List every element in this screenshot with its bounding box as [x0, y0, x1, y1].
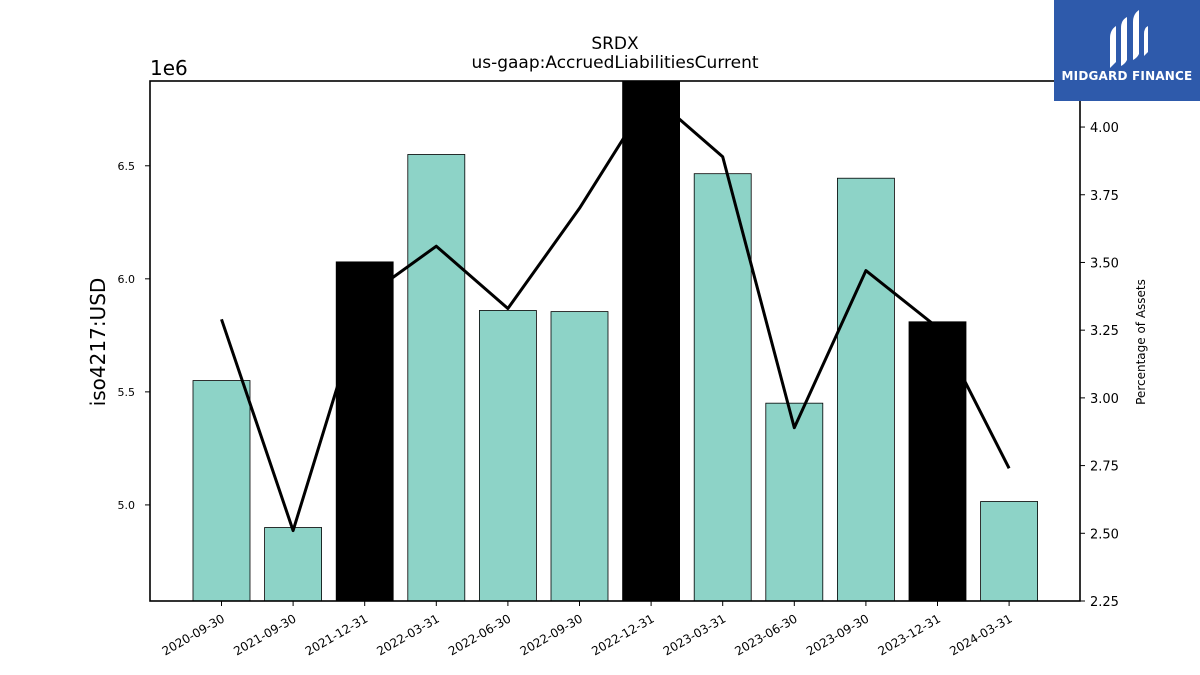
bar-2023-06-30 — [765, 402, 824, 602]
y2-axis-label: Percentage of Assets — [1134, 279, 1148, 405]
x-tick-label: 2020-09-30 — [160, 611, 227, 658]
y-tick-label: 5.5 — [118, 386, 136, 399]
x-tick-label: 2023-06-30 — [732, 611, 799, 658]
line-series — [220, 93, 1011, 533]
y2-tick-label: 4.00 — [1090, 121, 1119, 136]
bar-2020-09-30 — [192, 380, 251, 602]
x-tick-label: 2022-03-31 — [374, 611, 441, 658]
bar-2022-06-30 — [478, 310, 537, 602]
bar-2022-03-31 — [407, 154, 466, 602]
bar-2022-09-30 — [550, 311, 609, 602]
y-tick-label: 6.0 — [118, 273, 136, 286]
y2-tick-label: 3.00 — [1090, 392, 1119, 407]
plot-frame — [149, 80, 1081, 602]
chart-title: SRDX — [591, 34, 639, 54]
chart-subtitle: us-gaap:AccruedLiabilitiesCurrent — [471, 53, 758, 73]
bar-2023-03-31 — [693, 173, 752, 602]
x-tick-label: 2022-12-31 — [589, 611, 656, 658]
y2-tick-label: 2.50 — [1090, 527, 1119, 542]
x-tick-label: 2023-09-30 — [804, 611, 871, 658]
y2-tick-label: 3.25 — [1090, 324, 1119, 339]
y-tick-label: 5.0 — [118, 499, 136, 512]
x-tick-label: 2023-03-31 — [661, 611, 728, 658]
bar-2023-09-30 — [837, 177, 895, 602]
y-offset-label: 1e6 — [150, 56, 188, 80]
y2-tick-label: 3.75 — [1090, 189, 1119, 204]
bar-2021-09-30 — [264, 527, 323, 602]
brand-name: MIDGARD FINANCE — [1061, 69, 1193, 83]
x-tick-label: 2021-09-30 — [231, 611, 298, 658]
x-tick-label: 2023-12-31 — [876, 611, 943, 658]
bar-2021-12-31 — [335, 261, 394, 602]
bar-series — [192, 80, 1038, 602]
bar-2022-12-31 — [622, 80, 680, 602]
y2-tick-label: 3.50 — [1090, 256, 1119, 271]
y-tick-label: 6.5 — [118, 160, 136, 173]
x-tick-label: 2024-03-31 — [947, 611, 1014, 658]
x-tick-label: 2022-06-30 — [446, 611, 513, 658]
brand-logo: MIDGARD FINANCE — [1054, 0, 1200, 101]
x-tick-label: 2021-12-31 — [303, 611, 370, 658]
bar-2024-03-31 — [980, 501, 1038, 602]
y-axis-label: iso4217:USD — [86, 278, 110, 407]
x-tick-label: 2022-09-30 — [518, 611, 585, 658]
bar-2023-12-31 — [908, 321, 967, 602]
y2-tick-label: 2.75 — [1090, 460, 1119, 475]
y2-tick-label: 2.25 — [1090, 595, 1119, 610]
midgard-logo-icon — [1110, 10, 1148, 68]
percentage-line — [220, 93, 1011, 533]
